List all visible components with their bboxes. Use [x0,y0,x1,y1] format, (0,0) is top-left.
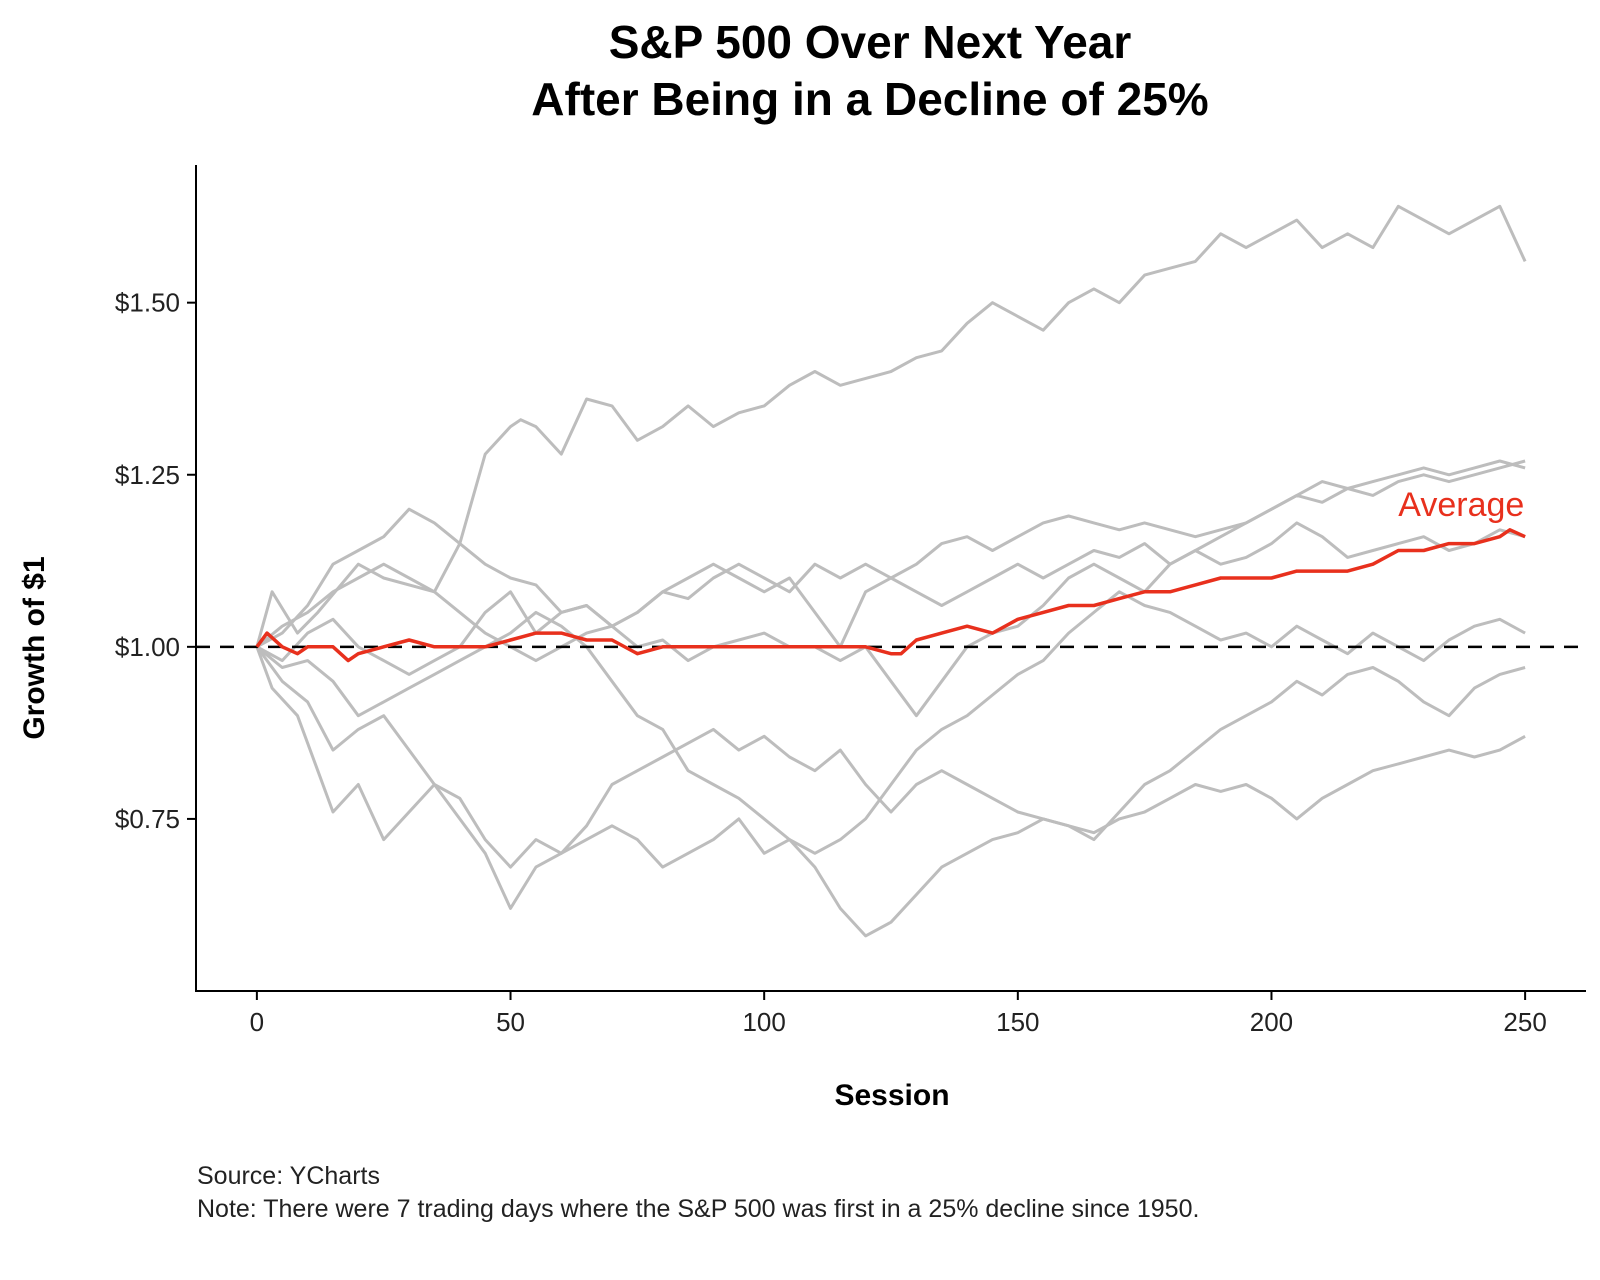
x-tick-label: 100 [742,1007,785,1037]
series-line-6 [255,645,1526,938]
y-ticks: $0.75 $1.00 $1.25 $1.50 [115,288,196,834]
series-line-4 [256,521,1526,718]
average-series-line [255,528,1526,663]
chart-subtitle: After Being in a Decline of 25% [531,73,1208,125]
caption: Source: YCharts Note: There were 7 tradi… [197,1160,1377,1226]
series-line-3 [255,459,1526,663]
series-line-1 [255,204,1527,648]
average-line-group [255,528,1526,663]
series-line-7 [255,646,1526,910]
plot-lines [255,204,1527,938]
y-tick-label: $1.00 [115,632,180,662]
y-tick-label: $1.50 [115,288,180,318]
chart-title: S&P 500 Over Next Year [609,16,1132,68]
x-tick-label: 250 [1503,1007,1546,1037]
average-label: Average [1398,486,1524,524]
x-tick-label: 50 [496,1007,525,1037]
y-tick-label: $1.25 [115,460,180,490]
x-tick-label: 200 [1250,1007,1293,1037]
y-axis-title: Growth of $1 [18,556,51,739]
series-line-2 [256,459,1526,649]
footnote: Note: There were 7 trading days where th… [197,1195,1200,1223]
series-line-5 [255,590,1526,855]
y-tick-label: $0.75 [115,804,180,834]
x-tick-label: 150 [996,1007,1039,1037]
x-axis-title: Session [834,1079,949,1112]
x-ticks: 0 50 100 150 200 250 [250,991,1547,1037]
x-tick-label: 0 [250,1007,264,1037]
source-note: Source: YCharts [197,1162,380,1190]
